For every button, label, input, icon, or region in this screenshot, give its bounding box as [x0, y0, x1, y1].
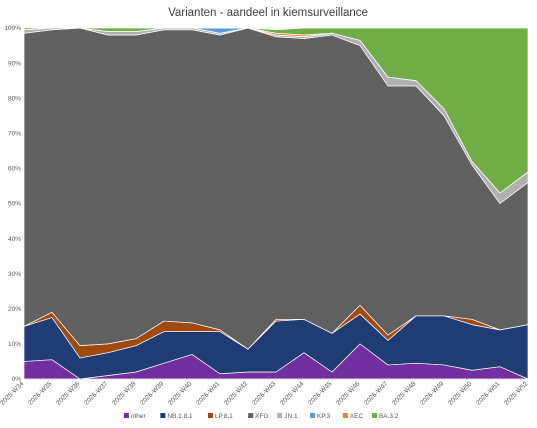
x-tick-label: 2025-W48	[391, 380, 417, 406]
legend-swatch	[310, 413, 316, 418]
y-tick-label: 20%	[8, 306, 21, 313]
y-axis: 0% 10% 20% 30% 40% 50% 60% 70% 80% 90% 100%	[4, 25, 21, 383]
legend-label: LP.8.1	[215, 413, 233, 420]
x-tick-label: 2025-W39	[139, 380, 165, 406]
legend-swatch	[342, 413, 348, 418]
x-tick-label: 2025-W40	[167, 380, 193, 406]
x-tick-label: 2025-W43	[251, 380, 277, 406]
x-tick-label: 2025-W38	[111, 380, 137, 406]
legend-item-xfg: XFG	[248, 413, 269, 420]
area-series-group	[23, 27, 529, 380]
y-tick-label: 100%	[4, 25, 21, 32]
x-tick-label: 2025-W36	[55, 380, 81, 406]
legend-label: BA.3.2	[379, 413, 399, 420]
x-tick-label: 2025-W41	[195, 380, 221, 406]
legend-item-ba-3-2: BA.3.2	[371, 413, 399, 420]
y-tick-label: 10%	[8, 341, 21, 348]
legend-item-jn-1: JN.1	[277, 413, 298, 420]
y-tick-label: 90%	[8, 60, 21, 67]
chart-title: Varianten - aandeel in kiemsurveillance	[168, 7, 368, 19]
x-tick-label: 2025-W44	[279, 380, 305, 406]
x-tick-label: 2025-W50	[447, 380, 473, 406]
x-tick-label: 2025-W35	[27, 380, 53, 406]
legend-item-nb-1-8-1: NB.1.8.1	[160, 413, 193, 420]
legend-label: other	[131, 413, 147, 420]
legend-item-xec: XEC	[342, 413, 364, 420]
legend-swatch	[248, 413, 254, 418]
x-tick-label: 2025-W45	[307, 380, 333, 406]
x-tick-label: 2025-W37	[83, 380, 109, 406]
x-axis: 2025-W34 2025-W35 2025-W36 2025-W37 2025-W38…	[0, 378, 530, 407]
legend-item-kp-3: KP.3	[310, 413, 331, 420]
x-tick-label: 2025-W34	[0, 380, 26, 406]
x-tick-label: 2025-W49	[419, 380, 445, 406]
legend: other NB.1.8.1 LP.8.1 XFG JN.1 KP.3 XEC BA.3.2	[123, 413, 399, 420]
legend-swatch	[123, 413, 129, 418]
legend-swatch	[207, 413, 213, 418]
y-tick-label: 50%	[8, 201, 21, 208]
y-tick-label: 60%	[8, 166, 21, 173]
y-tick-label: 80%	[8, 95, 21, 102]
legend-item-other: other	[123, 413, 147, 420]
legend-swatch	[160, 413, 166, 418]
legend-item-lp-8-1: LP.8.1	[207, 413, 233, 420]
legend-label: JN.1	[284, 413, 298, 420]
legend-label: NB.1.8.1	[167, 413, 193, 420]
area-series-ba-3-2	[23, 27, 529, 194]
legend-label: XFG	[255, 413, 268, 420]
y-tick-label: 0%	[12, 376, 22, 383]
y-tick-label: 40%	[8, 236, 21, 243]
y-tick-label: 70%	[8, 131, 21, 138]
legend-label: KP.3	[317, 413, 331, 420]
y-tick-label: 30%	[8, 271, 21, 278]
x-tick-label: 2025-W46	[335, 380, 361, 406]
x-tick-label: 2025-W52	[503, 380, 529, 406]
x-tick-label: 2025-W51	[475, 380, 501, 406]
x-tick-label: 2025-W47	[363, 380, 389, 406]
x-tick-label: 2025-W42	[223, 380, 249, 406]
legend-swatch	[371, 413, 377, 418]
legend-label: XEC	[350, 413, 364, 420]
legend-swatch	[277, 413, 283, 418]
